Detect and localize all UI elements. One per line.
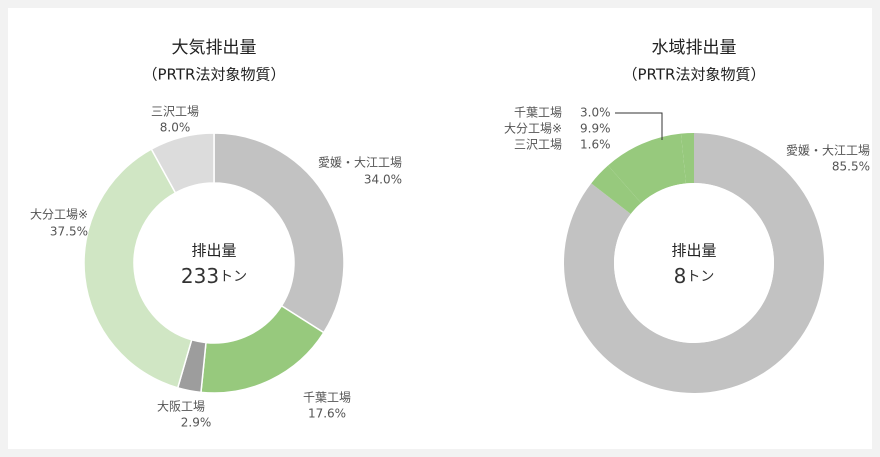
slice-value: 17.6%: [308, 407, 346, 421]
slice-label: 愛媛・大江工場: [318, 156, 402, 170]
total-unit: トン: [219, 269, 247, 285]
chart-subtitle: （PRTR法対象物質）: [623, 66, 766, 84]
chart-subtitle: （PRTR法対象物質）: [143, 66, 286, 84]
total-value: 8: [674, 264, 687, 288]
slice-label: 三沢工場: [151, 105, 199, 119]
center-label: 排出量: [671, 242, 716, 260]
total-unit: トン: [686, 269, 714, 285]
slice-value: 3.0%: [580, 106, 611, 120]
chart-title: 水域排出量: [652, 38, 737, 58]
slice-value: 34.0%: [364, 173, 402, 187]
slice-value: 8.0%: [160, 121, 191, 135]
slice-label: 愛媛・大江工場: [786, 144, 870, 158]
chart-title: 大気排出量: [172, 38, 257, 58]
donut-slice: [680, 133, 694, 184]
total-value: 233: [181, 264, 219, 288]
slice-value: 9.9%: [580, 122, 611, 136]
donut-hole: [134, 183, 294, 343]
slice-label: 大分工場※: [30, 208, 88, 222]
slice-value: 1.6%: [580, 138, 611, 152]
slice-value: 37.5%: [50, 225, 88, 239]
slice-label: 大阪工場: [157, 400, 205, 414]
slice-label: 千葉工場: [303, 391, 351, 405]
center-total: 8トン: [674, 264, 715, 288]
slice-value: 2.9%: [181, 416, 212, 430]
center-total: 233トン: [181, 264, 247, 288]
leader-line: [615, 112, 663, 140]
slice-value: 85.5%: [832, 160, 870, 174]
slice-label: 千葉工場: [514, 106, 562, 120]
slice-label: 三沢工場: [514, 138, 562, 152]
donut-slice: [591, 165, 642, 214]
donut-hole: [614, 183, 774, 343]
donut-slice: [564, 133, 825, 393]
donut-slice: [608, 133, 686, 203]
center-label: 排出量: [191, 242, 236, 260]
slice-label: 大分工場※: [504, 122, 562, 136]
